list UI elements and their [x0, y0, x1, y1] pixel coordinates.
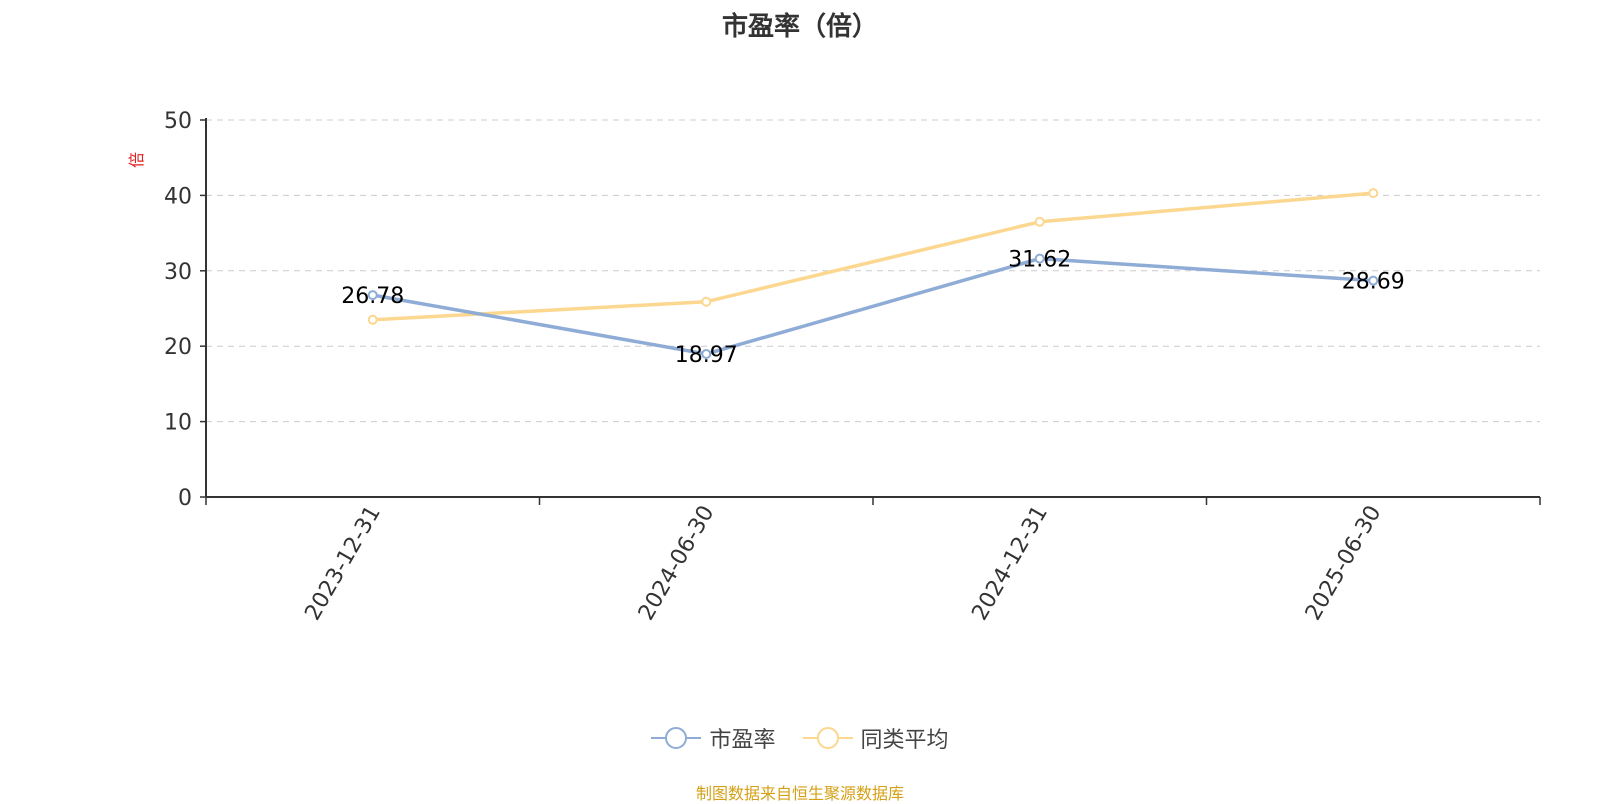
legend-item-peer-average[interactable]: 同类平均 — [802, 722, 949, 754]
legend-label-peer-average: 同类平均 — [860, 728, 949, 753]
chart-title: 市盈率（倍） — [721, 12, 878, 42]
y-tick-label: 30 — [164, 260, 192, 285]
data-point-0 — [1034, 253, 1045, 264]
data-label: 18.97 — [675, 343, 738, 368]
legend-marker-peer-average — [802, 727, 853, 749]
x-tick-label: 2024-06-30 — [634, 502, 720, 625]
x-tick-label: 2024-12-31 — [967, 502, 1053, 625]
legend-label-pe: 市盈率 — [709, 728, 776, 753]
data-source-note: 制图数据来自恒生聚源数据库 — [695, 784, 904, 803]
data-point-0 — [701, 348, 712, 359]
x-tick-label: 2023-12-31 — [300, 502, 386, 625]
y-tick-label: 0 — [178, 486, 192, 511]
y-tick-label: 20 — [164, 335, 192, 360]
legend-marker-pe — [651, 727, 702, 749]
data-point-0 — [367, 290, 378, 301]
series-line-0 — [372, 256, 1374, 356]
data-label: 31.62 — [1008, 248, 1071, 273]
y-tick-label: 40 — [164, 184, 192, 209]
y-tick-label: 10 — [164, 411, 192, 436]
y-axis-label: 倍 — [127, 152, 146, 168]
data-label: 26.78 — [341, 284, 404, 309]
data-point-1 — [1034, 216, 1045, 227]
data-point-1 — [701, 296, 712, 307]
x-tick-label: 2025-06-30 — [1301, 502, 1387, 625]
y-tick-label: 50 — [164, 109, 192, 134]
series-line-1 — [372, 191, 1374, 322]
data-label: 28.69 — [1342, 270, 1405, 295]
data-point-1 — [367, 314, 378, 325]
chart-legend: 市盈率 同类平均 — [0, 722, 1600, 756]
data-point-0 — [1368, 275, 1379, 286]
legend-item-pe[interactable]: 市盈率 — [651, 722, 776, 754]
data-point-1 — [1368, 188, 1379, 199]
